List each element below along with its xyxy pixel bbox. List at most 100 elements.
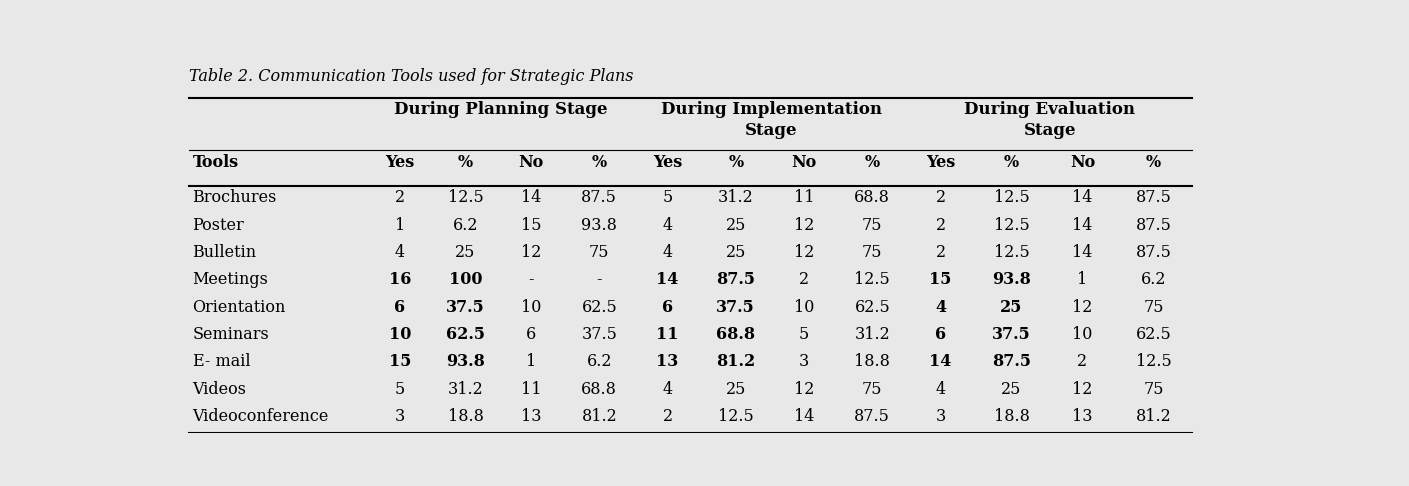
Text: 37.5: 37.5: [582, 326, 617, 343]
Text: 14: 14: [1072, 244, 1092, 261]
Text: 18.8: 18.8: [448, 408, 483, 425]
Text: 87.5: 87.5: [1136, 217, 1171, 234]
Text: 1: 1: [1078, 271, 1088, 288]
Text: 5: 5: [395, 381, 406, 398]
Text: 1: 1: [526, 353, 537, 370]
Text: 75: 75: [862, 381, 882, 398]
Text: Yes: Yes: [926, 154, 955, 171]
Text: %: %: [458, 154, 473, 171]
Text: Yes: Yes: [385, 154, 414, 171]
Text: No: No: [519, 154, 544, 171]
Text: 75: 75: [589, 244, 610, 261]
Text: 6.2: 6.2: [452, 217, 478, 234]
Text: 87.5: 87.5: [716, 271, 755, 288]
Text: Tools: Tools: [193, 154, 238, 171]
Text: %: %: [1005, 154, 1019, 171]
Text: 25: 25: [1002, 381, 1022, 398]
Text: 2: 2: [936, 189, 945, 206]
Text: 14: 14: [793, 408, 814, 425]
Text: 93.8: 93.8: [992, 271, 1031, 288]
Text: 12.5: 12.5: [1136, 353, 1171, 370]
Text: Table 2. Communication Tools used for Strategic Plans: Table 2. Communication Tools used for St…: [189, 68, 634, 85]
Text: 1: 1: [395, 217, 406, 234]
Text: 13: 13: [521, 408, 541, 425]
Text: 5: 5: [799, 326, 809, 343]
Text: %: %: [728, 154, 744, 171]
Text: %: %: [865, 154, 879, 171]
Text: 14: 14: [1072, 217, 1092, 234]
Text: 5: 5: [662, 189, 672, 206]
Text: 62.5: 62.5: [1136, 326, 1171, 343]
Text: Videoconference: Videoconference: [193, 408, 328, 425]
Text: 6: 6: [526, 326, 537, 343]
Text: 12.5: 12.5: [854, 271, 890, 288]
Text: Yes: Yes: [652, 154, 682, 171]
Text: 15: 15: [521, 217, 541, 234]
Text: 4: 4: [662, 244, 672, 261]
Text: 10: 10: [389, 326, 411, 343]
Text: 81.2: 81.2: [582, 408, 617, 425]
Text: 3: 3: [799, 353, 809, 370]
Text: Brochures: Brochures: [193, 189, 278, 206]
Text: E- mail: E- mail: [193, 353, 251, 370]
Text: 12.5: 12.5: [993, 217, 1030, 234]
Text: 2: 2: [395, 189, 404, 206]
Text: 31.2: 31.2: [719, 189, 754, 206]
Text: 3: 3: [936, 408, 945, 425]
Text: Poster: Poster: [193, 217, 244, 234]
Text: 62.5: 62.5: [447, 326, 485, 343]
Text: 75: 75: [1143, 298, 1164, 315]
Text: %: %: [592, 154, 607, 171]
Text: 4: 4: [662, 381, 672, 398]
Text: 2: 2: [936, 244, 945, 261]
Text: 11: 11: [657, 326, 679, 343]
Text: 81.2: 81.2: [716, 353, 755, 370]
Text: 4: 4: [936, 381, 945, 398]
Text: 87.5: 87.5: [1136, 244, 1171, 261]
Text: 18.8: 18.8: [993, 408, 1030, 425]
Text: 6: 6: [936, 326, 945, 343]
Text: No: No: [1069, 154, 1095, 171]
Text: Meetings: Meetings: [193, 271, 268, 288]
Text: 13: 13: [1072, 408, 1093, 425]
Text: 12.5: 12.5: [448, 189, 483, 206]
Text: No: No: [792, 154, 817, 171]
Text: Seminars: Seminars: [193, 326, 269, 343]
Text: 14: 14: [1072, 189, 1092, 206]
Text: 4: 4: [936, 298, 945, 315]
Text: 25: 25: [455, 244, 476, 261]
Text: Videos: Videos: [193, 381, 247, 398]
Text: 16: 16: [389, 271, 411, 288]
Text: -: -: [528, 271, 534, 288]
Text: 2: 2: [799, 271, 809, 288]
Text: 11: 11: [793, 189, 814, 206]
Text: 37.5: 37.5: [992, 326, 1031, 343]
Text: %: %: [1146, 154, 1161, 171]
Text: 12.5: 12.5: [993, 189, 1030, 206]
Text: 75: 75: [862, 217, 882, 234]
Text: 12: 12: [793, 217, 814, 234]
Text: 3: 3: [395, 408, 406, 425]
Text: 4: 4: [395, 244, 404, 261]
Text: 12: 12: [521, 244, 541, 261]
Text: 93.8: 93.8: [582, 217, 617, 234]
Text: 12.5: 12.5: [719, 408, 754, 425]
Text: Orientation: Orientation: [193, 298, 286, 315]
Text: 6.2: 6.2: [1141, 271, 1167, 288]
Text: 6: 6: [395, 298, 406, 315]
Text: During Planning Stage: During Planning Stage: [395, 102, 607, 119]
Text: 68.8: 68.8: [854, 189, 890, 206]
Text: 2: 2: [662, 408, 672, 425]
Text: 62.5: 62.5: [582, 298, 617, 315]
Text: 13: 13: [657, 353, 679, 370]
Text: 25: 25: [726, 381, 745, 398]
Text: 37.5: 37.5: [716, 298, 755, 315]
Text: 31.2: 31.2: [854, 326, 890, 343]
Text: 87.5: 87.5: [854, 408, 890, 425]
Text: 12: 12: [793, 244, 814, 261]
Text: 37.5: 37.5: [447, 298, 485, 315]
Text: 93.8: 93.8: [447, 353, 485, 370]
Text: 10: 10: [793, 298, 814, 315]
Text: 14: 14: [521, 189, 541, 206]
Text: 15: 15: [930, 271, 951, 288]
